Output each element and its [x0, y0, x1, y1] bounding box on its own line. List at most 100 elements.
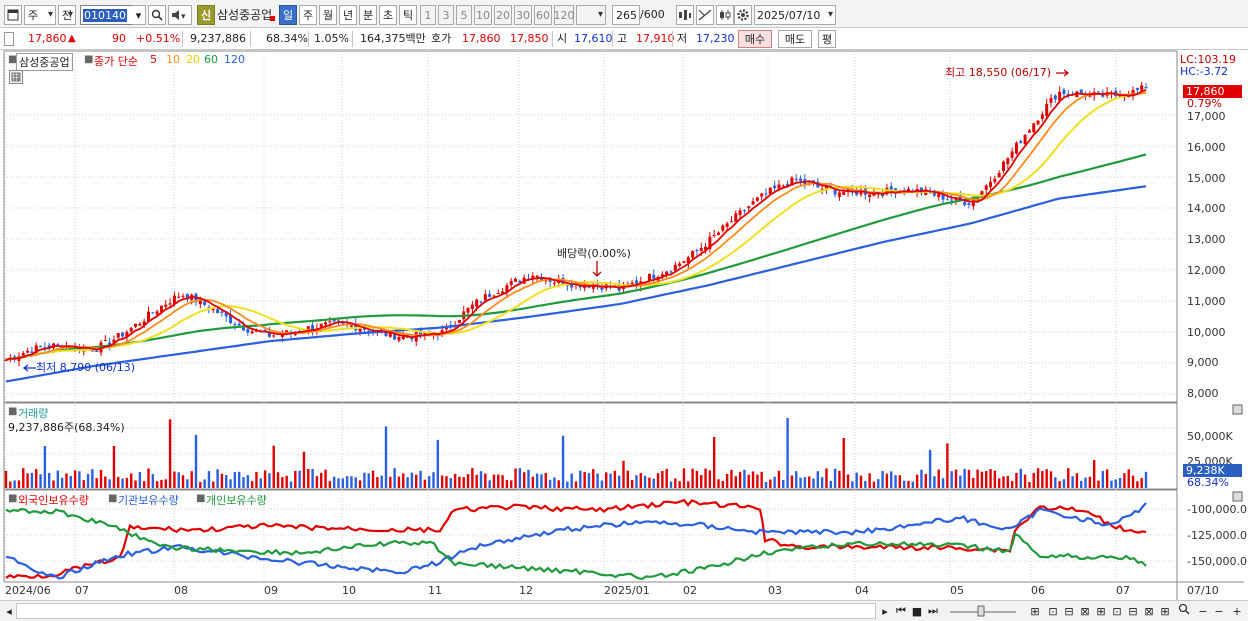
candle-body	[1062, 89, 1066, 95]
buy-button[interactable]: 매수	[738, 30, 772, 48]
candle-body	[319, 323, 323, 328]
legend-ma120[interactable]: 120	[224, 53, 245, 66]
minute-5[interactable]: 5	[456, 5, 472, 25]
zoom-out-icon[interactable]: −	[1198, 604, 1208, 618]
tool-icon[interactable]: ⊠	[1144, 604, 1154, 618]
tool-icon[interactable]: ⊞	[1030, 604, 1040, 618]
volume-bar	[980, 471, 984, 488]
search-icon[interactable]	[148, 5, 166, 25]
prev-button[interactable]: 전	[58, 5, 76, 25]
minute-1[interactable]: 1	[420, 5, 436, 25]
tool-icon[interactable]: ⊞	[1160, 604, 1170, 618]
minute-20[interactable]: 20	[494, 5, 512, 25]
candle-body	[868, 194, 872, 198]
speaker-icon[interactable]: ▾	[168, 5, 192, 25]
period-month[interactable]: 월	[319, 5, 337, 25]
zoom-search-icon[interactable]	[1178, 603, 1192, 619]
zoom-minus-icon[interactable]: −	[1214, 604, 1224, 618]
tool-icon[interactable]: ⊟	[1064, 604, 1074, 618]
legend-ma10[interactable]: 10	[166, 53, 180, 66]
period-second[interactable]: 초	[379, 5, 397, 25]
volume-bar	[773, 476, 776, 488]
legend-individual[interactable]: 개인보유수량	[206, 494, 267, 507]
legend-stock-name[interactable]: 삼성중공업	[16, 53, 73, 71]
minute-custom-select[interactable]	[576, 5, 606, 25]
new-badge[interactable]: 신	[197, 5, 215, 25]
zoom-slider[interactable]	[948, 603, 1020, 619]
candle-body	[539, 277, 543, 281]
minute-30[interactable]: 30	[514, 5, 532, 25]
period-tick[interactable]: 틱	[399, 5, 417, 25]
legend-foreign[interactable]: 외국인보유수량	[18, 494, 89, 507]
scale-icon[interactable]	[696, 5, 714, 25]
period-day[interactable]: 일	[279, 5, 297, 25]
market-select[interactable]: 주	[24, 5, 56, 25]
tool-icon[interactable]: ⊡	[1112, 604, 1122, 618]
chart-canvas[interactable]	[0, 50, 1248, 621]
tool-icon[interactable]: ⊠	[1080, 604, 1090, 618]
open-price: 17,610	[574, 32, 613, 45]
count-input[interactable]: 265	[612, 5, 640, 25]
volume-bar	[298, 470, 301, 488]
candle-body	[1140, 85, 1144, 91]
candle-body	[751, 201, 755, 205]
legend-ma60[interactable]: 60	[204, 53, 218, 66]
legend-dot-icon: ■	[108, 493, 118, 504]
volume-title[interactable]: 거래량	[18, 407, 49, 420]
volume-bar	[186, 479, 189, 488]
legend-dot-icon: ■	[196, 493, 206, 504]
rewind-icon[interactable]: ⏮	[896, 604, 906, 617]
period-minute[interactable]: 분	[359, 5, 377, 25]
tool-icon[interactable]: ⊞	[1096, 604, 1106, 618]
minute-60[interactable]: 60	[534, 5, 552, 25]
stock-code-input[interactable]: 010140	[80, 5, 146, 25]
eval-button[interactable]: 평	[818, 30, 836, 48]
volume-bar	[117, 476, 120, 488]
zoom-in-icon[interactable]: +	[1232, 604, 1242, 618]
scroll-right-icon[interactable]: ▸	[882, 604, 888, 618]
candle-body	[742, 210, 746, 212]
volume-bar	[617, 475, 621, 488]
legend-institution[interactable]: 기관보유수량	[118, 494, 179, 507]
window-icon[interactable]	[4, 5, 22, 25]
candle-body	[691, 251, 695, 258]
price-panel-frame	[3, 50, 1178, 403]
period-week[interactable]: 주	[299, 5, 317, 25]
candle-icon[interactable]	[716, 5, 734, 25]
candle-body	[941, 194, 945, 200]
scale-glyph-icon	[698, 9, 712, 21]
sell-button[interactable]: 매도	[778, 30, 812, 48]
stop-icon[interactable]: ■	[911, 604, 923, 618]
minute-10-label: 10	[476, 8, 490, 22]
minute-10[interactable]: 10	[474, 5, 492, 25]
date-picker[interactable]: 2025/07/10	[754, 5, 836, 25]
candle-body	[958, 195, 962, 201]
volume-bar	[557, 480, 560, 488]
forward-icon[interactable]: ⏭	[928, 604, 938, 617]
legend-ma-label[interactable]: 종가 단순	[94, 55, 138, 68]
volume-bar	[415, 474, 418, 488]
price-row-toggle-icon[interactable]	[4, 32, 14, 46]
grid-icon[interactable]	[9, 70, 23, 84]
candle-body	[311, 325, 315, 331]
volume-bar	[777, 470, 781, 488]
candle-body	[39, 345, 43, 347]
period-year[interactable]: 년	[339, 5, 357, 25]
separator	[352, 31, 353, 47]
minute-120[interactable]: 120	[554, 5, 575, 25]
volume-bar	[332, 476, 336, 488]
gear-icon[interactable]	[734, 5, 752, 25]
legend-ma20[interactable]: 20	[186, 53, 200, 66]
legend-ma5[interactable]: 5	[150, 53, 157, 66]
tool-icon[interactable]: ⊡	[1048, 604, 1058, 618]
compare-icon[interactable]	[676, 5, 694, 25]
volume-bar	[432, 472, 435, 488]
scroll-left-icon[interactable]: ◂	[6, 604, 12, 618]
code-dropdown-icon[interactable]: ▾	[132, 5, 146, 25]
minute-3[interactable]: 3	[438, 5, 454, 25]
tool-icon[interactable]: ⊟	[1128, 604, 1138, 618]
candle-body	[164, 304, 168, 307]
candle-body	[945, 199, 949, 201]
scroll-track[interactable]	[16, 603, 876, 619]
candle-body	[535, 275, 539, 278]
